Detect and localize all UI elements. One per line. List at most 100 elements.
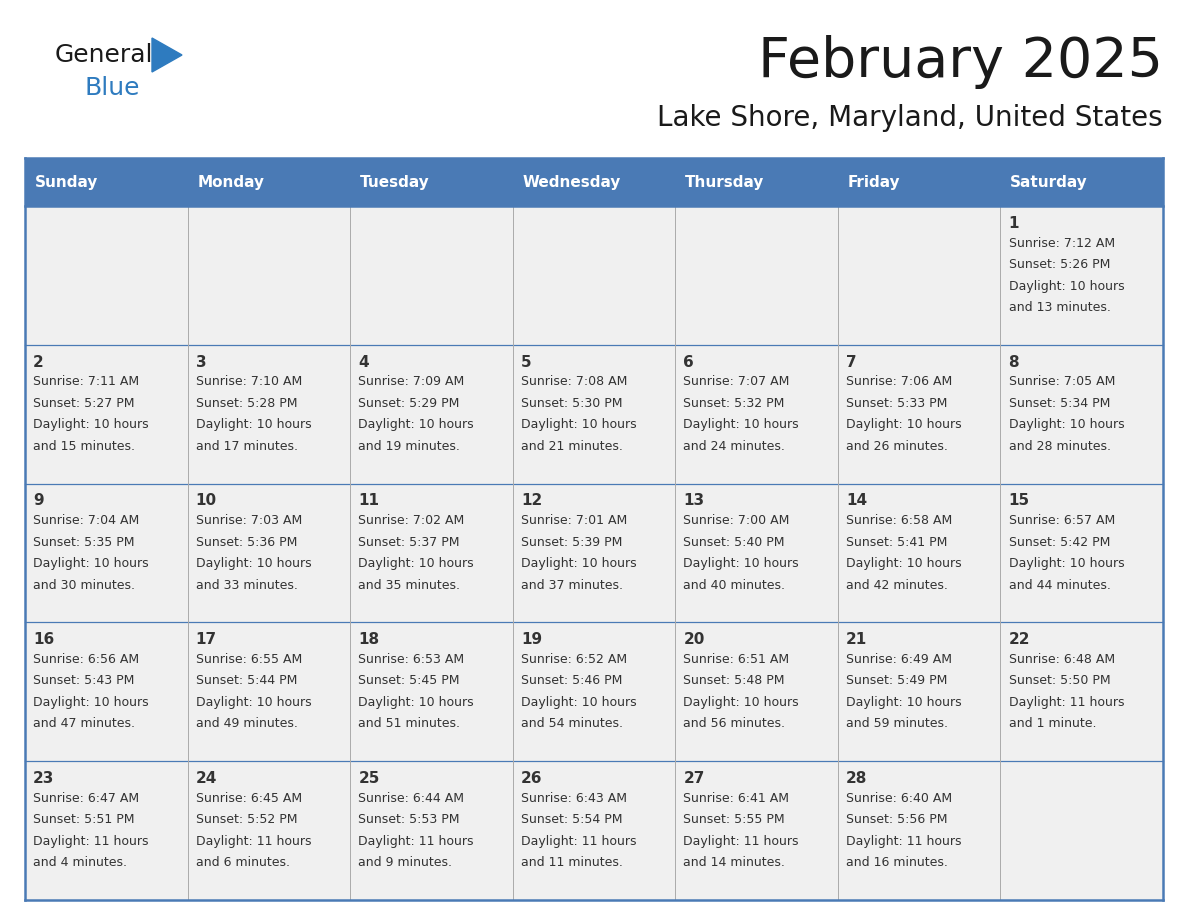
- Text: Sunset: 5:34 PM: Sunset: 5:34 PM: [1009, 397, 1110, 409]
- Text: Sunset: 5:52 PM: Sunset: 5:52 PM: [196, 813, 297, 826]
- Text: 19: 19: [520, 633, 542, 647]
- Text: and 40 minutes.: and 40 minutes.: [683, 578, 785, 592]
- Bar: [1000, 345, 1163, 484]
- Bar: [188, 158, 350, 206]
- Bar: [838, 761, 1000, 900]
- Text: Daylight: 10 hours: Daylight: 10 hours: [683, 696, 800, 709]
- Bar: [675, 206, 838, 345]
- Text: 11: 11: [359, 493, 379, 509]
- Text: and 13 minutes.: and 13 minutes.: [1009, 301, 1111, 314]
- Text: Daylight: 11 hours: Daylight: 11 hours: [1009, 696, 1124, 709]
- Text: 27: 27: [683, 771, 704, 786]
- Text: Sunset: 5:27 PM: Sunset: 5:27 PM: [33, 397, 134, 409]
- Text: Sunset: 5:36 PM: Sunset: 5:36 PM: [196, 535, 297, 549]
- Bar: [350, 484, 513, 622]
- Text: 23: 23: [33, 771, 55, 786]
- Text: 4: 4: [359, 354, 369, 370]
- Text: Daylight: 10 hours: Daylight: 10 hours: [196, 419, 311, 431]
- Text: and 35 minutes.: and 35 minutes.: [359, 578, 460, 592]
- Text: Sunrise: 7:12 AM: Sunrise: 7:12 AM: [1009, 237, 1114, 250]
- Bar: [350, 345, 513, 484]
- Text: 10: 10: [196, 493, 217, 509]
- Text: 2: 2: [33, 354, 44, 370]
- Text: Sunset: 5:48 PM: Sunset: 5:48 PM: [683, 675, 785, 688]
- Text: and 6 minutes.: and 6 minutes.: [196, 856, 290, 869]
- Text: Daylight: 10 hours: Daylight: 10 hours: [33, 557, 148, 570]
- Bar: [1000, 158, 1163, 206]
- Text: Daylight: 11 hours: Daylight: 11 hours: [196, 834, 311, 847]
- Bar: [188, 484, 350, 622]
- Text: Sunset: 5:37 PM: Sunset: 5:37 PM: [359, 535, 460, 549]
- Text: Sunrise: 6:51 AM: Sunrise: 6:51 AM: [683, 653, 790, 666]
- Text: Sunrise: 7:01 AM: Sunrise: 7:01 AM: [520, 514, 627, 527]
- Bar: [513, 206, 675, 345]
- Bar: [838, 206, 1000, 345]
- Text: Monday: Monday: [197, 174, 264, 189]
- Text: and 17 minutes.: and 17 minutes.: [196, 440, 298, 453]
- Bar: [188, 345, 350, 484]
- Text: and 56 minutes.: and 56 minutes.: [683, 718, 785, 731]
- Bar: [675, 622, 838, 761]
- Text: Blue: Blue: [86, 76, 140, 100]
- Text: and 24 minutes.: and 24 minutes.: [683, 440, 785, 453]
- Text: 21: 21: [846, 633, 867, 647]
- Text: and 28 minutes.: and 28 minutes.: [1009, 440, 1111, 453]
- Bar: [25, 158, 188, 206]
- Text: Sunset: 5:44 PM: Sunset: 5:44 PM: [196, 675, 297, 688]
- Text: Daylight: 10 hours: Daylight: 10 hours: [846, 419, 961, 431]
- Text: Sunset: 5:50 PM: Sunset: 5:50 PM: [1009, 675, 1110, 688]
- Text: Daylight: 10 hours: Daylight: 10 hours: [846, 696, 961, 709]
- Bar: [838, 345, 1000, 484]
- Text: Sunrise: 6:58 AM: Sunrise: 6:58 AM: [846, 514, 953, 527]
- Text: Daylight: 11 hours: Daylight: 11 hours: [520, 834, 637, 847]
- Text: Daylight: 10 hours: Daylight: 10 hours: [520, 696, 637, 709]
- Text: Daylight: 10 hours: Daylight: 10 hours: [846, 557, 961, 570]
- Bar: [1000, 761, 1163, 900]
- Bar: [1000, 622, 1163, 761]
- Text: Sunrise: 7:10 AM: Sunrise: 7:10 AM: [196, 375, 302, 388]
- Text: Daylight: 10 hours: Daylight: 10 hours: [359, 557, 474, 570]
- Text: 6: 6: [683, 354, 694, 370]
- Text: Sunset: 5:40 PM: Sunset: 5:40 PM: [683, 535, 785, 549]
- Bar: [513, 761, 675, 900]
- Text: Sunset: 5:35 PM: Sunset: 5:35 PM: [33, 535, 134, 549]
- Text: Sunrise: 7:00 AM: Sunrise: 7:00 AM: [683, 514, 790, 527]
- Text: Sunset: 5:43 PM: Sunset: 5:43 PM: [33, 675, 134, 688]
- Text: Sunrise: 6:52 AM: Sunrise: 6:52 AM: [520, 653, 627, 666]
- Text: 9: 9: [33, 493, 44, 509]
- Text: Sunset: 5:49 PM: Sunset: 5:49 PM: [846, 675, 947, 688]
- Text: Sunset: 5:45 PM: Sunset: 5:45 PM: [359, 675, 460, 688]
- Bar: [188, 206, 350, 345]
- Text: Sunset: 5:33 PM: Sunset: 5:33 PM: [846, 397, 947, 409]
- Text: Sunrise: 7:06 AM: Sunrise: 7:06 AM: [846, 375, 953, 388]
- Text: General: General: [55, 43, 153, 67]
- Text: 15: 15: [1009, 493, 1030, 509]
- Bar: [838, 622, 1000, 761]
- Text: and 51 minutes.: and 51 minutes.: [359, 718, 460, 731]
- Text: 18: 18: [359, 633, 379, 647]
- Text: Daylight: 11 hours: Daylight: 11 hours: [846, 834, 961, 847]
- Text: Sunrise: 6:57 AM: Sunrise: 6:57 AM: [1009, 514, 1114, 527]
- Text: Daylight: 11 hours: Daylight: 11 hours: [683, 834, 798, 847]
- Text: Sunset: 5:28 PM: Sunset: 5:28 PM: [196, 397, 297, 409]
- Bar: [675, 484, 838, 622]
- Text: Sunrise: 6:43 AM: Sunrise: 6:43 AM: [520, 791, 627, 805]
- Text: 7: 7: [846, 354, 857, 370]
- Text: Sunrise: 6:44 AM: Sunrise: 6:44 AM: [359, 791, 465, 805]
- Text: Sunset: 5:32 PM: Sunset: 5:32 PM: [683, 397, 785, 409]
- Bar: [188, 622, 350, 761]
- Text: 22: 22: [1009, 633, 1030, 647]
- Text: Sunrise: 7:09 AM: Sunrise: 7:09 AM: [359, 375, 465, 388]
- Bar: [25, 761, 188, 900]
- Text: Sunrise: 7:03 AM: Sunrise: 7:03 AM: [196, 514, 302, 527]
- Text: 20: 20: [683, 633, 704, 647]
- Text: Thursday: Thursday: [685, 174, 764, 189]
- Text: 14: 14: [846, 493, 867, 509]
- Bar: [25, 484, 188, 622]
- Text: Sunset: 5:42 PM: Sunset: 5:42 PM: [1009, 535, 1110, 549]
- Bar: [675, 158, 838, 206]
- Text: Sunrise: 6:53 AM: Sunrise: 6:53 AM: [359, 653, 465, 666]
- Text: Sunset: 5:41 PM: Sunset: 5:41 PM: [846, 535, 947, 549]
- Text: 17: 17: [196, 633, 217, 647]
- Text: 24: 24: [196, 771, 217, 786]
